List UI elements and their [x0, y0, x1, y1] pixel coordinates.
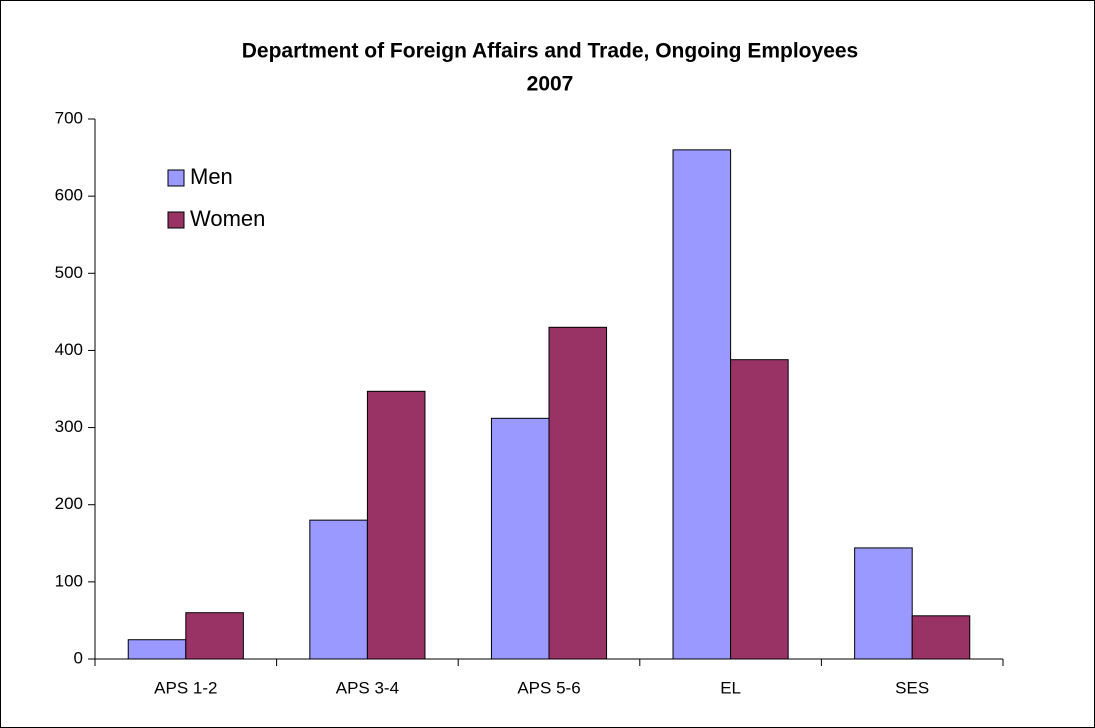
bar	[854, 547, 913, 660]
legend-label: Women	[190, 206, 265, 231]
legend-swatch	[167, 169, 185, 187]
bar	[127, 639, 187, 660]
bar	[672, 149, 732, 660]
x-tick-label: SES	[895, 678, 929, 697]
bar	[366, 390, 426, 660]
x-tick-label: EL	[720, 678, 741, 697]
bar	[730, 359, 789, 660]
y-tick-label: 400	[55, 340, 83, 359]
bar	[309, 519, 368, 660]
y-tick-label: 100	[55, 571, 83, 590]
y-tick-label: 500	[55, 263, 83, 282]
y-tick-label: 300	[55, 417, 83, 436]
bar	[548, 326, 608, 660]
y-tick-label: 200	[55, 494, 83, 513]
y-tick-label: 700	[55, 108, 83, 127]
bar	[911, 615, 971, 660]
x-tick-label: APS 1-2	[154, 678, 217, 697]
y-tick-label: 0	[74, 648, 83, 667]
x-tick-label: APS 5-6	[517, 678, 580, 697]
y-tick-label: 600	[55, 186, 83, 205]
legend-label: Men	[190, 164, 233, 189]
bar	[490, 417, 550, 660]
x-tick-label: APS 3-4	[336, 678, 399, 697]
chart-title: 2007	[527, 73, 574, 96]
bar	[185, 612, 244, 660]
legend-swatch	[167, 211, 185, 229]
chart-title: Department of Foreign Affairs and Trade,…	[242, 40, 858, 63]
